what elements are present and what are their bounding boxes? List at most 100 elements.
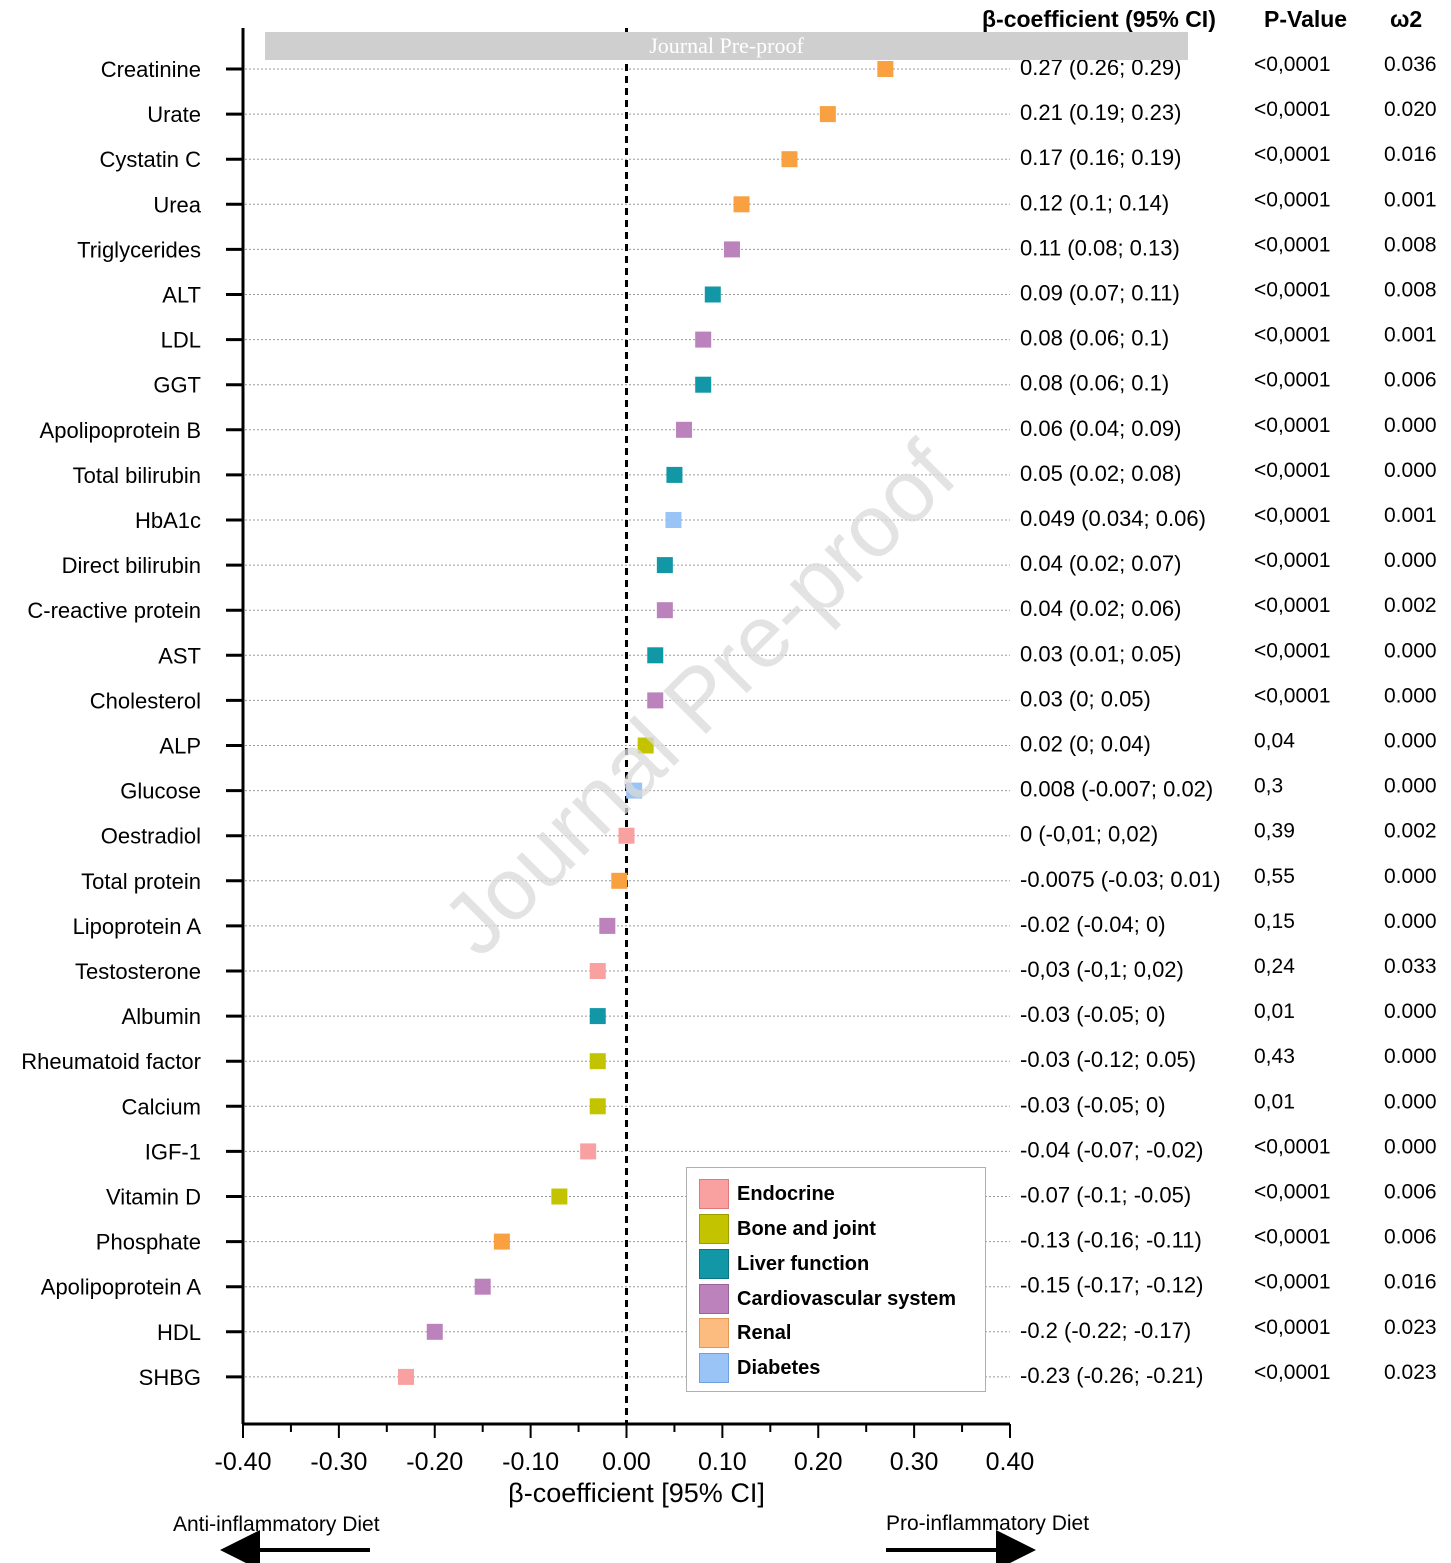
data-point (589, 1053, 606, 1070)
legend-label: Liver function (737, 1252, 870, 1275)
beta-ci-value: 0.11 (0.08; 0.13) (1020, 235, 1180, 260)
row-label: Apolipoprotein A (41, 1275, 202, 1300)
legend-swatch (699, 1284, 729, 1314)
p-value: <0,0001 (1254, 459, 1331, 482)
beta-ci-value: -0.03 (-0.05; 0) (1020, 1092, 1166, 1117)
row-label: AST (158, 643, 201, 668)
p-value: <0,0001 (1254, 369, 1331, 392)
omega2-value: 0.000 (1384, 459, 1437, 482)
omega2-value: 0.000 (1384, 865, 1437, 888)
data-point (676, 421, 693, 438)
legend-swatch (699, 1318, 729, 1348)
omega2-value: 0.000 (1384, 1135, 1437, 1158)
journal-banner: Journal Pre-proof (265, 32, 1188, 60)
x-tick-label: -0.10 (502, 1448, 559, 1476)
p-value: 0,04 (1254, 730, 1295, 753)
beta-ci-value: -0.03 (-0.12; 0.05) (1020, 1047, 1196, 1072)
data-point (819, 106, 836, 123)
p-value: <0,0001 (1254, 143, 1331, 166)
omega2-value: 0.016 (1384, 143, 1437, 166)
data-point (589, 963, 606, 979)
omega2-value: 0.000 (1384, 414, 1437, 437)
p-value: 0,01 (1254, 1000, 1295, 1023)
row-label: Vitamin D (106, 1185, 201, 1210)
row-label: Testosterone (75, 959, 201, 984)
beta-ci-value: -0.15 (-0.17; -0.12) (1020, 1273, 1203, 1298)
beta-ci-value: 0.04 (0.02; 0.06) (1020, 596, 1181, 621)
data-point (656, 557, 673, 574)
omega-column-header: ω2 (1390, 6, 1423, 32)
pro-inflammatory-label: Pro-inflammatory Diet (886, 1512, 1090, 1535)
data-point (647, 647, 664, 664)
data-point (589, 1008, 606, 1025)
row-label: HDL (157, 1320, 201, 1345)
data-point (426, 1323, 443, 1340)
data-point (626, 782, 643, 799)
row-label: Urea (153, 192, 201, 217)
anti-inflammatory-label: Anti-inflammatory Diet (173, 1513, 380, 1536)
beta-ci-value: 0.08 (0.06; 0.1) (1020, 326, 1169, 351)
row-label: Urate (147, 102, 201, 127)
omega2-value: 0.001 (1384, 504, 1437, 527)
legend-label: Cardiovascular system (737, 1287, 957, 1310)
p-value: <0,0001 (1254, 594, 1331, 617)
legend-label: Diabetes (737, 1356, 821, 1379)
omega2-value: 0.020 (1384, 98, 1437, 121)
x-tick-label: -0.20 (406, 1448, 463, 1476)
p-value: <0,0001 (1254, 188, 1331, 211)
omega2-value: 0.001 (1384, 324, 1437, 347)
p-value: <0,0001 (1254, 504, 1331, 527)
omega2-value: 0.002 (1384, 820, 1437, 843)
data-point (493, 1233, 510, 1250)
data-point (704, 286, 721, 303)
row-label: Calcium (122, 1094, 201, 1119)
p-value: <0,0001 (1254, 684, 1331, 707)
beta-ci-value: 0.08 (0.06; 0.1) (1020, 371, 1169, 396)
p-value: 0,43 (1254, 1045, 1295, 1068)
row-label: HbA1c (135, 508, 201, 533)
x-tick-label: 0.20 (794, 1448, 843, 1476)
row-label: Phosphate (96, 1230, 201, 1255)
row-label: Oestradiol (101, 824, 201, 849)
omega2-value: 0.000 (1384, 730, 1437, 753)
row-label: Total protein (81, 869, 201, 894)
beta-ci-value: 0.03 (0; 0.05) (1020, 686, 1151, 711)
omega2-value: 0.000 (1384, 775, 1437, 798)
p-value: <0,0001 (1254, 1316, 1331, 1339)
omega2-value: 0.000 (1384, 549, 1437, 572)
omega2-value: 0.000 (1384, 1045, 1437, 1068)
p-value: <0,0001 (1254, 324, 1331, 347)
row-label: Albumin (122, 1004, 201, 1029)
omega2-value: 0.008 (1384, 233, 1437, 256)
data-point (877, 61, 894, 77)
omega2-value: 0.023 (1384, 1316, 1437, 1339)
row-label: Cholesterol (90, 688, 201, 713)
legend-item-bone: Bone and joint (699, 1213, 876, 1245)
beta-ci-value: 0.02 (0; 0.04) (1020, 732, 1151, 757)
row-label: Apolipoprotein B (40, 418, 201, 443)
beta-ci-value: -0.23 (-0.26; -0.21) (1020, 1363, 1203, 1388)
p-value: <0,0001 (1254, 1181, 1331, 1204)
p-value: <0,0001 (1254, 279, 1331, 302)
legend-item-endocrine: Endocrine (699, 1178, 835, 1210)
row-label: ALP (159, 734, 201, 759)
legend: Endocrine Bone and joint Liver function … (686, 1167, 986, 1392)
data-point (589, 1098, 606, 1115)
omega2-value: 0.000 (1384, 1090, 1437, 1113)
row-label: Cystatin C (100, 147, 202, 172)
legend-item-liver: Liver function (699, 1248, 869, 1280)
beta-ci-value: -0.07 (-0.1; -0.05) (1020, 1183, 1191, 1208)
beta-ci-value: -0.0075 (-0.03; 0.01) (1020, 867, 1221, 892)
beta-ci-value: 0.008 (-0.007; 0.02) (1020, 777, 1213, 802)
x-tick-label: -0.30 (310, 1448, 367, 1476)
data-point (474, 1278, 491, 1295)
beta-ci-value: 0.04 (0.02; 0.07) (1020, 551, 1181, 576)
row-label: GGT (153, 373, 201, 398)
beta-ci-value: -0.2 (-0.22; -0.17) (1020, 1318, 1191, 1343)
beta-ci-value: -0.03 (-0.05; 0) (1020, 1002, 1166, 1027)
omega2-value: 0.000 (1384, 1000, 1437, 1023)
legend-label: Endocrine (737, 1182, 835, 1205)
legend-label: Renal (737, 1321, 792, 1344)
beta-ci-value: 0 (-0,01; 0,02) (1020, 822, 1158, 847)
row-label: Rheumatoid factor (21, 1049, 201, 1074)
